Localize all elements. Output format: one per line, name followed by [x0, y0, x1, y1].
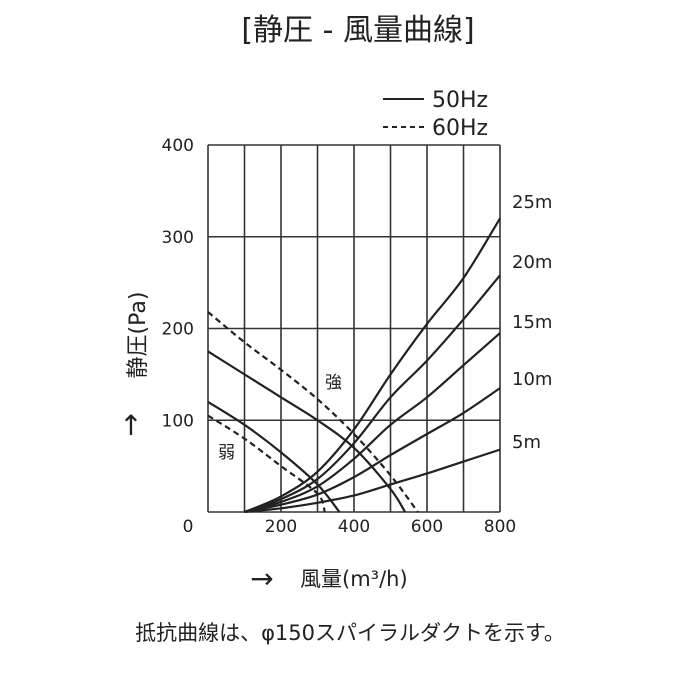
chart-title: [静圧 - 風量曲線] — [241, 13, 474, 48]
resistance-label-20m: 20m — [512, 252, 552, 273]
fan-curve-strong-50hz — [207, 350, 407, 513]
y-tick-label: 400 — [162, 136, 194, 156]
resistance-label-5m: 5m — [512, 432, 541, 453]
y-tick-label: 300 — [162, 228, 194, 248]
resistance-label-15m: 15m — [512, 312, 552, 333]
legend: 50Hz 60Hz — [383, 88, 488, 141]
fan-curve-weak-50hz — [207, 400, 341, 513]
legend-label-50hz: 50Hz — [432, 88, 488, 113]
x-axis-label: 風量(m³/h) — [300, 567, 408, 591]
fan-curve-strong-60hz — [207, 311, 419, 513]
resistance-curve-20m — [244, 274, 501, 514]
x-axis-arrow: → — [250, 562, 273, 595]
resistance-label-25m: 25m — [512, 192, 552, 213]
resistance-label-10m: 10m — [512, 369, 552, 390]
resistance-labels: 25m 20m 15m 10m 5m — [512, 192, 552, 453]
x-tick-label: 800 — [484, 517, 516, 537]
resistance-curve-5m — [244, 448, 501, 514]
resistance-curve-10m — [244, 387, 501, 514]
axis-ticks: 0 200 400 600 800 100 200 300 400 — [162, 136, 517, 537]
curves — [207, 217, 501, 514]
y-axis-arrow: ↑ — [119, 409, 142, 442]
y-axis-label: 静圧(Pa) — [126, 292, 151, 379]
y-tick-label: 100 — [162, 411, 194, 431]
x-tick-label: 400 — [338, 517, 370, 537]
legend-label-60hz: 60Hz — [432, 116, 488, 141]
grid — [207, 144, 501, 513]
curve-label-strong: 強 — [325, 373, 342, 393]
fan-curve-weak-60hz — [207, 414, 326, 513]
resistance-curve-25m — [244, 217, 501, 514]
curve-label-weak: 弱 — [218, 443, 235, 463]
x-tick-label: 0 — [183, 517, 194, 537]
x-tick-label: 200 — [265, 517, 297, 537]
footnote: 抵抗曲線は、φ150スパイラルダクトを示す。 — [135, 621, 565, 645]
x-tick-label: 600 — [411, 517, 443, 537]
resistance-curve-15m — [244, 332, 501, 514]
y-tick-label: 200 — [162, 320, 194, 340]
